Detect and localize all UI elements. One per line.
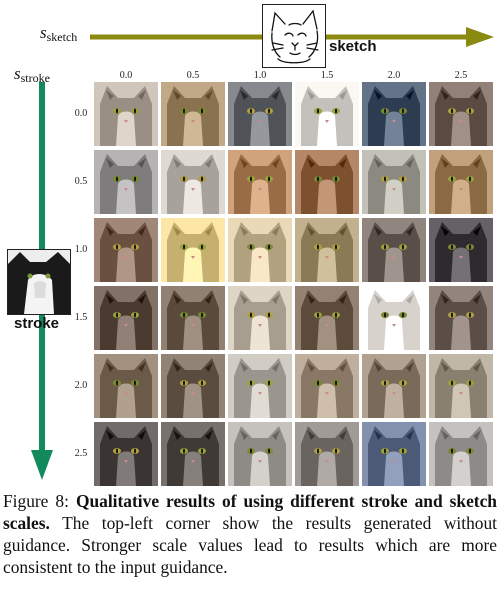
cat-image-r1-c3 [295,150,359,214]
caption-body: The top-left corner show the results gen… [3,513,497,577]
cat-image-r0-c1 [161,82,225,146]
cat-image-r0-c0 [94,82,158,146]
cat-image-r4-c5 [429,354,493,418]
col-header: 0.5 [186,70,200,81]
figure-caption: Figure 8: Qualitative results of using d… [3,490,497,578]
cat-image-r2-c2 [228,218,292,282]
cat-image-r3-c5 [429,286,493,350]
cat-image-r2-c4 [362,218,426,282]
cat-image-r3-c0 [94,286,158,350]
row-header: 0.0 [74,108,88,119]
cat-image-r1-c1 [161,150,225,214]
result-image-grid [94,82,493,486]
cat-sketch-icon [271,9,319,64]
col-header: 1.5 [320,70,334,81]
col-header: 2.0 [387,70,401,81]
cat-image-r0-c3 [295,82,359,146]
cat-image-r0-c5 [429,82,493,146]
sketch-tag: sketch [329,38,377,55]
cat-image-r4-c0 [94,354,158,418]
stroke-tag: stroke [14,315,60,332]
cat-image-r0-c4 [362,82,426,146]
cat-image-r3-c2 [228,286,292,350]
s-sketch-label: ssketch [40,23,78,44]
row-header: 1.0 [74,244,88,255]
col-header: 0.0 [119,70,133,81]
caption-prefix: Figure 8: [3,491,76,511]
cat-image-r5-c1 [161,422,225,486]
cat-image-r5-c2 [228,422,292,486]
cat-image-r4-c1 [161,354,225,418]
cat-image-r4-c4 [362,354,426,418]
cat-image-r3-c3 [295,286,359,350]
cat-image-r4-c2 [228,354,292,418]
cat-image-r5-c4 [362,422,426,486]
cat-image-r3-c1 [161,286,225,350]
cat-image-r5-c3 [295,422,359,486]
cat-image-r3-c4 [362,286,426,350]
cat-image-r5-c5 [429,422,493,486]
s-stroke-label: sstroke [14,64,50,85]
stroke-thumbnail [7,249,71,315]
cat-image-r1-c5 [429,150,493,214]
cat-image-r4-c3 [295,354,359,418]
cat-stroke-icon [8,250,70,314]
cat-image-r2-c1 [161,218,225,282]
cat-image-r5-c0 [94,422,158,486]
cat-image-r1-c2 [228,150,292,214]
sketch-thumbnail [262,4,326,68]
row-header: 0.5 [74,176,88,187]
cat-image-r1-c0 [94,150,158,214]
col-header: 2.5 [454,70,468,81]
row-header: 1.5 [74,312,88,323]
row-header: 2.5 [74,448,88,459]
cat-image-r2-c0 [94,218,158,282]
col-header: 1.0 [253,70,267,81]
cat-image-r1-c4 [362,150,426,214]
cat-image-r0-c2 [228,82,292,146]
cat-image-r2-c3 [295,218,359,282]
caption-bold: Qualitative results of using different s… [3,491,497,533]
row-header: 2.0 [74,380,88,391]
cat-image-r2-c5 [429,218,493,282]
